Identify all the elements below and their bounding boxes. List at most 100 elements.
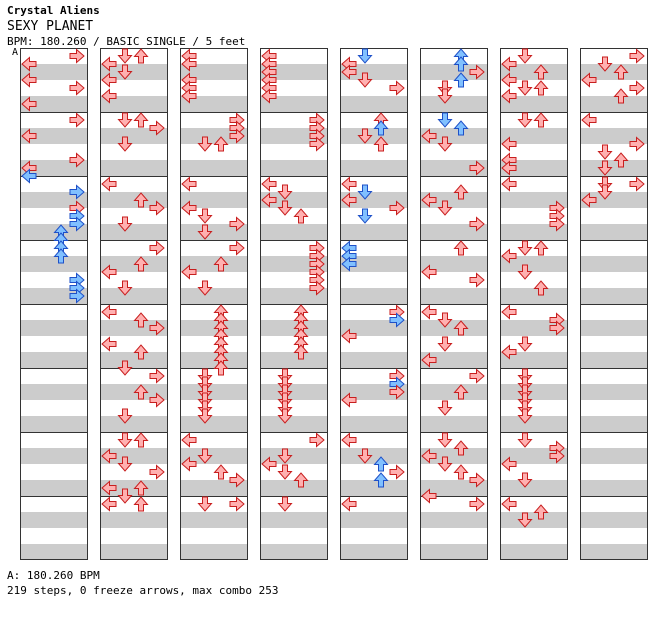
beat-stripe [260,48,328,64]
beat-stripe [420,160,488,176]
beat-stripe [500,512,568,528]
right-arrow-icon [469,368,485,384]
beat-stripe [340,512,408,528]
right-arrow-icon [629,48,645,64]
down-arrow-icon [117,408,133,424]
up-arrow-icon [133,384,149,400]
left-arrow-icon [181,88,197,104]
beat-stripe [180,272,248,288]
down-arrow-icon [197,400,213,416]
down-arrow-icon [517,408,533,424]
beat-stripe [20,544,88,560]
down-arrow-icon [437,88,453,104]
down-arrow-icon [517,112,533,128]
left-arrow-icon [181,264,197,280]
beat-stripe [340,288,408,304]
beat-stripe [580,368,648,384]
beat-stripe [420,528,488,544]
down-arrow-icon [437,80,453,96]
left-arrow-icon [341,328,357,344]
column-border [340,48,408,560]
down-arrow-icon [517,240,533,256]
beat-stripe [260,64,328,80]
down-arrow-icon [597,144,613,160]
up-arrow-icon [533,280,549,296]
beat-stripe [580,112,648,128]
beat-stripe [100,432,168,448]
beat-stripe [180,208,248,224]
beat-stripe [20,304,88,320]
left-arrow-icon [261,176,277,192]
beat-stripe [340,464,408,480]
beat-stripe [20,432,88,448]
up-arrow-icon [293,472,309,488]
left-arrow-icon [181,80,197,96]
down-arrow-icon [437,200,453,216]
beat-stripe [20,288,88,304]
down-arrow-icon [517,80,533,96]
beat-stripe [420,224,488,240]
beat-stripe [20,320,88,336]
beat-stripe [180,432,248,448]
beat-stripe [180,80,248,96]
beat-stripe [100,544,168,560]
left-arrow-icon [261,192,277,208]
left-arrow-icon [181,176,197,192]
left-arrow-icon [501,344,517,360]
beat-stripe [340,304,408,320]
right-arrow-icon [469,272,485,288]
beat-stripe [100,48,168,64]
beat-stripe [100,288,168,304]
beat-stripe [100,128,168,144]
beat-stripe [180,144,248,160]
beat-stripe [500,432,568,448]
beat-stripe [340,416,408,432]
beat-stripe [20,144,88,160]
down-arrow-icon [597,176,613,192]
down-arrow-icon [437,112,453,128]
left-arrow-icon [581,72,597,88]
down-arrow-icon [117,136,133,152]
beat-stripe [260,304,328,320]
left-arrow-icon [341,64,357,80]
beat-stripe [340,352,408,368]
down-arrow-icon [277,408,293,424]
beat-stripe [20,256,88,272]
right-arrow-icon [149,392,165,408]
beat-stripe [20,160,88,176]
beat-stripe [340,192,408,208]
beat-stripe [500,368,568,384]
beat-stripe [340,224,408,240]
left-arrow-icon [341,496,357,512]
left-arrow-icon [261,88,277,104]
beat-stripe [500,528,568,544]
beat-stripe [260,496,328,512]
beat-stripe [180,224,248,240]
up-arrow-icon [213,360,229,376]
beat-stripe [180,480,248,496]
beat-stripe [580,48,648,64]
chart-column [100,48,168,560]
beat-stripe [420,128,488,144]
down-arrow-icon [517,336,533,352]
left-arrow-icon [261,56,277,72]
down-arrow-icon [357,128,373,144]
right-arrow-icon [389,80,405,96]
beat-stripe [100,448,168,464]
beat-stripe [180,384,248,400]
right-arrow-icon [629,80,645,96]
beat-stripe [260,368,328,384]
down-arrow-icon [197,376,213,392]
beat-stripe [420,272,488,288]
beat-stripe [20,240,88,256]
beat-stripe [180,256,248,272]
down-arrow-icon [517,512,533,528]
beat-stripe [500,112,568,128]
beat-stripe [500,384,568,400]
beat-stripe [180,528,248,544]
beat-stripe [420,352,488,368]
beat-stripe [20,48,88,64]
beat-stripe [500,144,568,160]
beat-stripe [340,544,408,560]
beat-stripe [260,384,328,400]
